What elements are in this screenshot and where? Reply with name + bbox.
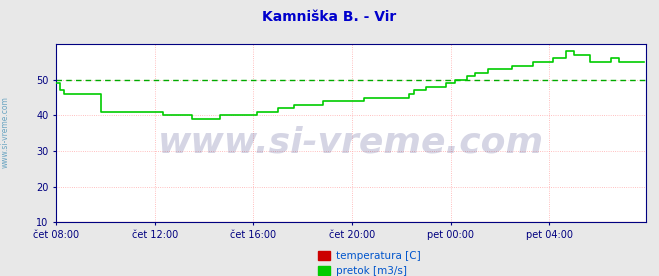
- Legend: temperatura [C], pretok [m3/s]: temperatura [C], pretok [m3/s]: [318, 251, 420, 276]
- Text: www.si-vreme.com: www.si-vreme.com: [1, 97, 10, 168]
- Text: Kamniška B. - Vir: Kamniška B. - Vir: [262, 10, 397, 24]
- Text: www.si-vreme.com: www.si-vreme.com: [158, 125, 544, 159]
